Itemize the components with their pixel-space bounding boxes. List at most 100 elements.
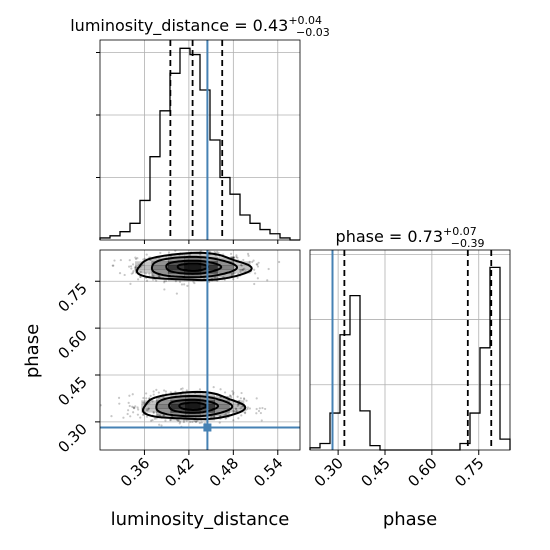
sample-point — [134, 257, 138, 261]
density-cell — [214, 408, 230, 413]
hist-luminosity-distance — [99, 47, 300, 241]
sample-point — [224, 417, 227, 420]
sample-point — [255, 397, 258, 400]
density-cell — [185, 412, 201, 417]
truth-marker — [203, 423, 212, 432]
sample-point — [235, 254, 238, 257]
sample-point — [237, 403, 240, 406]
density-cell — [155, 400, 171, 405]
title-phase-lower: −0.39 — [451, 237, 485, 250]
sample-point — [186, 284, 189, 288]
axes-frame — [95, 249, 301, 455]
sample-point — [236, 276, 239, 279]
sample-point — [256, 263, 259, 266]
axes-frame-luminosity-distance — [99, 39, 301, 241]
sample-point — [229, 252, 233, 256]
sample-point — [233, 272, 236, 275]
sample-point — [231, 256, 234, 259]
quantile-lines-phase — [343, 250, 493, 450]
sample-point — [254, 272, 257, 275]
title-luminosity-distance-main: luminosity_distance = 0.43 — [70, 16, 288, 36]
contour-line — [176, 262, 210, 272]
sample-point — [189, 420, 192, 423]
panel-phase-hist: phase = 0.73+0.07 −0.39 — [309, 225, 511, 455]
title-phase: phase = 0.73+0.07 −0.39 — [336, 225, 485, 250]
sample-point — [232, 391, 235, 394]
sample-point — [134, 268, 137, 271]
sample-point — [152, 393, 155, 396]
sample-point — [129, 282, 132, 285]
sample-point — [175, 292, 178, 295]
density-cell — [200, 253, 218, 258]
sample-point — [240, 405, 243, 408]
sample-point — [127, 409, 130, 412]
sample-point — [234, 407, 237, 410]
sample-point — [155, 279, 158, 282]
sample-point — [239, 263, 243, 267]
density-cell — [135, 269, 152, 274]
sample-point — [243, 267, 246, 270]
sample-point — [185, 419, 188, 422]
sample-point — [157, 274, 160, 277]
sample-point — [224, 413, 228, 416]
sample-point — [178, 422, 181, 425]
sample-point — [246, 252, 250, 255]
sample-point — [118, 272, 122, 275]
sample-point — [238, 399, 241, 402]
sample-point — [243, 398, 246, 401]
sample-point — [219, 388, 222, 391]
sample-point — [245, 399, 248, 402]
sample-point — [146, 409, 149, 412]
sample-point — [252, 259, 255, 262]
sample-point — [229, 394, 232, 398]
density-cell — [151, 261, 169, 266]
sample-point — [128, 259, 131, 262]
sample-point — [178, 420, 182, 423]
sample-point — [247, 254, 250, 257]
sample-point — [260, 419, 263, 422]
sample-point — [145, 397, 148, 400]
density-cell — [214, 404, 230, 409]
sample-point — [134, 265, 137, 269]
density-cell — [167, 265, 185, 270]
sample-point — [232, 409, 235, 412]
sample-point — [200, 250, 203, 253]
sample-point — [194, 420, 197, 423]
sample-point — [151, 418, 154, 422]
contour-line — [178, 401, 208, 411]
density-cell — [170, 396, 186, 401]
contour-line — [141, 390, 247, 421]
density-cell — [170, 400, 186, 405]
density-cell — [167, 273, 185, 278]
sample-point — [213, 276, 217, 279]
sample-point — [217, 251, 220, 254]
sample-point — [155, 388, 158, 391]
sample-point — [246, 406, 250, 409]
sample-point — [181, 387, 184, 390]
sample-point — [132, 411, 135, 414]
density-cell — [185, 396, 201, 401]
density-cell — [184, 265, 202, 270]
sample-point — [167, 251, 171, 254]
sample-point — [235, 409, 238, 413]
sample-point — [208, 280, 211, 283]
sample-point — [130, 272, 133, 275]
sample-point — [244, 411, 247, 414]
sample-point — [142, 258, 145, 261]
density-cell — [200, 273, 218, 278]
sample-point — [137, 278, 140, 281]
sample-point — [228, 394, 232, 397]
contour-lines — [135, 251, 253, 421]
density-cell — [184, 273, 202, 278]
sample-point — [255, 263, 258, 266]
sample-point — [133, 407, 136, 410]
sample-point — [100, 404, 102, 407]
sample-point — [159, 251, 162, 255]
sample-point — [267, 267, 270, 271]
sample-point — [242, 397, 246, 400]
density-cell — [217, 269, 235, 274]
sample-point — [178, 280, 182, 283]
sample-point — [255, 407, 258, 411]
density-cell — [135, 265, 152, 270]
